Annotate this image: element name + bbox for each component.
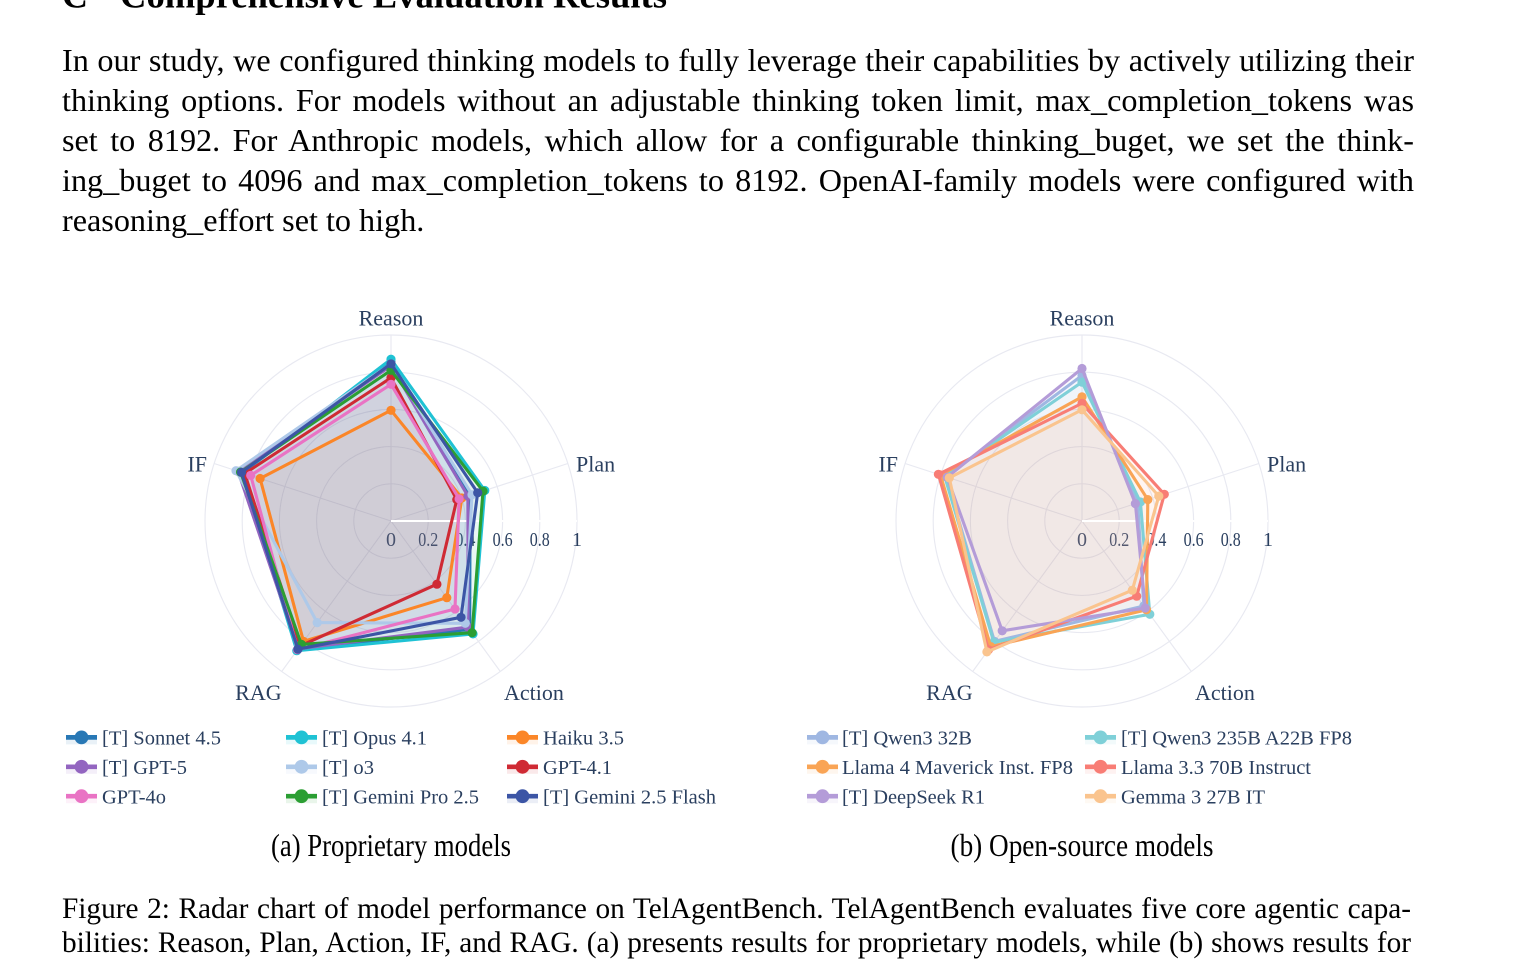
svg-text:RAG: RAG <box>926 680 973 705</box>
svg-text:[T] o3: [T] o3 <box>322 757 374 779</box>
svg-text:[T] Qwen3 235B A22B FP8: [T] Qwen3 235B A22B FP8 <box>1121 728 1352 750</box>
svg-text:Reason: Reason <box>1050 306 1115 331</box>
svg-text:[T] Opus 4.1: [T] Opus 4.1 <box>322 728 427 750</box>
svg-text:1: 1 <box>572 529 582 551</box>
svg-text:0.2: 0.2 <box>1109 529 1129 551</box>
svg-text:Reason: Reason <box>359 306 424 331</box>
svg-text:(b) Open-source models: (b) Open-source models <box>951 828 1214 863</box>
svg-text:0.6: 0.6 <box>1184 529 1204 551</box>
svg-text:C: C <box>62 0 88 16</box>
svg-text:0.6: 0.6 <box>493 529 513 551</box>
svg-text:Llama 3.3 70B Instruct: Llama 3.3 70B Instruct <box>1121 757 1311 779</box>
svg-text:[T] Gemini 2.5 Flash: [T] Gemini 2.5 Flash <box>543 787 716 809</box>
svg-text:GPT-4.1: GPT-4.1 <box>543 757 612 779</box>
svg-text:GPT-4o: GPT-4o <box>102 787 166 809</box>
svg-text:0: 0 <box>386 529 396 551</box>
svg-text:[T] DeepSeek R1: [T] DeepSeek R1 <box>842 787 985 809</box>
svg-text:Comprehensive Evaluation Resul: Comprehensive Evaluation Results <box>120 0 667 16</box>
svg-text:0: 0 <box>1077 529 1087 551</box>
svg-text:(a) Proprietary models: (a) Proprietary models <box>271 828 511 863</box>
svg-text:Llama 4 Maverick Inst. FP8: Llama 4 Maverick Inst. FP8 <box>842 757 1073 779</box>
svg-text:Gemma 3 27B IT: Gemma 3 27B IT <box>1121 787 1265 809</box>
svg-text:Plan: Plan <box>576 452 615 477</box>
svg-text:Action: Action <box>504 680 564 705</box>
svg-text:IF: IF <box>187 452 207 477</box>
svg-text:[T] Gemini Pro 2.5: [T] Gemini Pro 2.5 <box>322 787 479 809</box>
svg-text:1: 1 <box>1263 529 1273 551</box>
svg-text:Plan: Plan <box>1267 452 1306 477</box>
svg-text:RAG: RAG <box>235 680 282 705</box>
svg-text:Haiku 3.5: Haiku 3.5 <box>543 728 624 750</box>
svg-text:[T] Sonnet 4.5: [T] Sonnet 4.5 <box>102 728 221 750</box>
svg-text:0.2: 0.2 <box>418 529 438 551</box>
svg-text:0.8: 0.8 <box>1221 529 1241 551</box>
svg-text:Action: Action <box>1195 680 1255 705</box>
svg-text:0.8: 0.8 <box>530 529 550 551</box>
svg-text:[T] GPT-5: [T] GPT-5 <box>102 757 187 779</box>
svg-text:[T] Qwen3 32B: [T] Qwen3 32B <box>842 728 972 750</box>
svg-text:IF: IF <box>878 452 898 477</box>
